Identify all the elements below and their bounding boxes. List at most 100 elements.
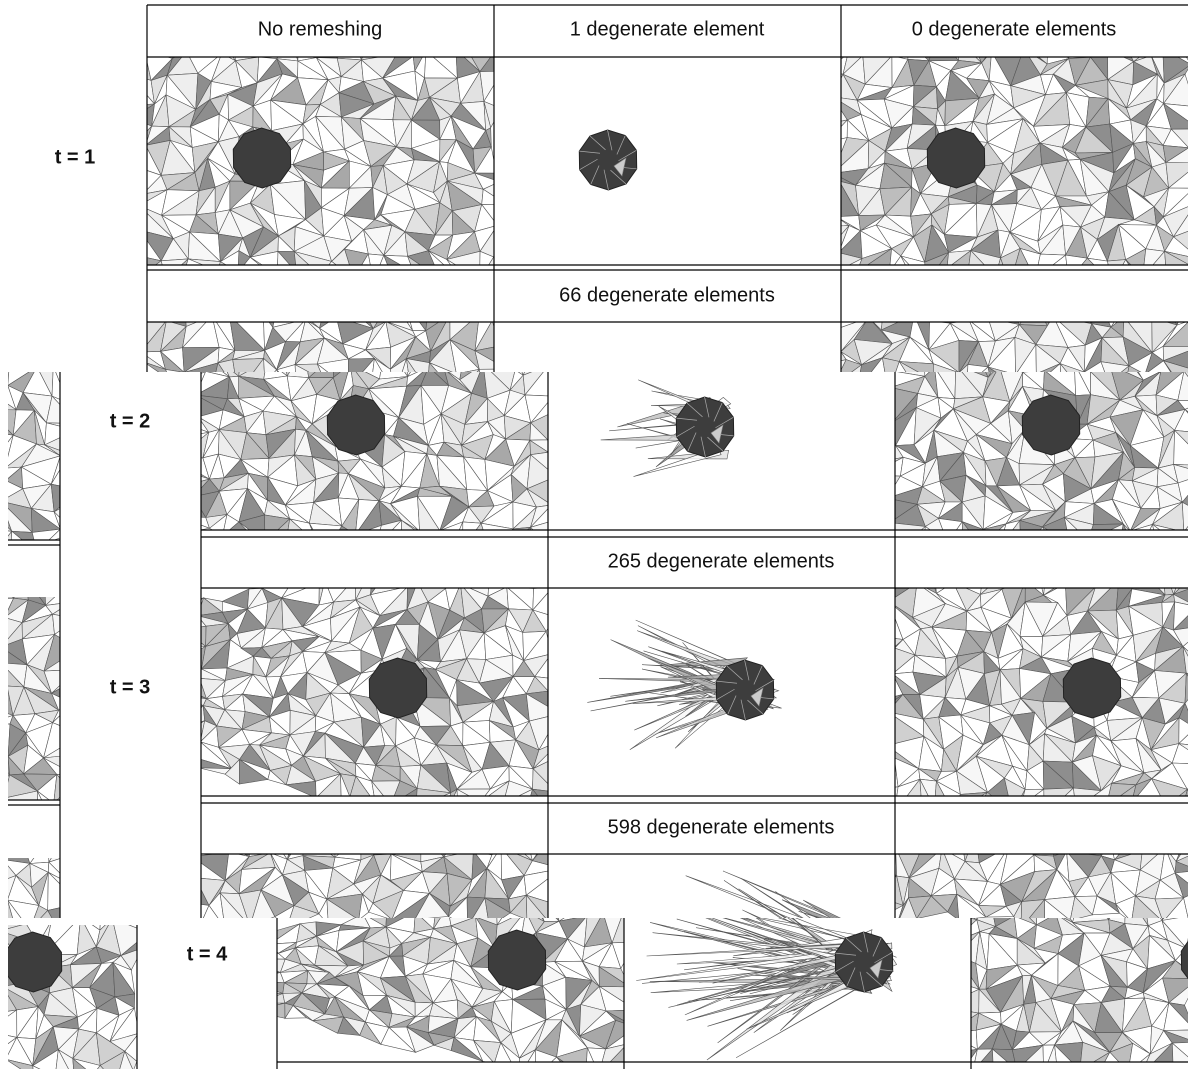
mesh-panel [810,27,1188,286]
mesh-triangle [128,230,140,256]
degenerate-panel [494,57,841,265]
mesh-triangle [969,295,991,320]
mesh-triangle [1107,260,1125,284]
mesh-triangle [0,660,7,686]
mesh-triangle [14,580,29,600]
mesh-triangle [818,300,849,324]
mesh-triangle [988,299,1012,318]
mesh-triangle [53,351,73,367]
mesh-triangle [450,298,478,315]
mesh-triangle [184,295,216,316]
mesh-triangle [128,318,141,352]
mesh-triangle [35,350,53,367]
mesh-triangle [930,300,951,323]
mesh-triangle [0,460,6,481]
mesh-triangle [486,27,507,52]
obstacle [1022,395,1079,455]
mesh-triangle [1151,44,1163,56]
mesh-triangle [130,344,144,362]
mesh-triangle [1019,305,1047,326]
mesh-triangle [969,299,991,320]
mesh-triangle [229,300,263,315]
mesh-triangle [532,353,549,365]
mesh-triangle [30,838,49,864]
mesh-triangle [817,331,841,352]
mesh-triangle [927,298,946,321]
obstacle [233,128,290,188]
mesh-triangle [456,32,471,56]
mesh-triangle [125,206,139,241]
mesh-triangle [810,39,848,53]
mesh-triangle [14,580,27,598]
mesh-triangle [161,295,185,321]
mesh-triangle [117,344,144,364]
mesh-triangle [433,30,462,50]
mesh-triangle [0,660,7,690]
mesh-triangle [121,256,143,285]
mesh-triangle [888,42,908,56]
column-header: 1 degenerate element [570,18,765,40]
mesh-triangle [2,350,35,369]
mesh-triangle [3,841,30,863]
mesh-triangle [408,30,434,51]
mesh-triangle [817,324,832,349]
degenerate-panel [548,588,895,796]
mesh-triangle [814,349,841,367]
mesh-triangle [187,37,222,54]
mesh-triangle [0,834,7,860]
mesh-triangle [140,295,167,320]
mesh-triangle [450,298,480,315]
degenerate-panel [548,372,895,530]
mesh-triangle [212,298,240,316]
mesh-triangle [145,27,173,59]
mesh-triangle [117,292,144,328]
caption: 66 degenerate elements [559,284,775,306]
mesh-triangle [325,304,345,317]
mesh-triangle [132,104,154,126]
mesh-triangle [429,298,458,315]
mesh-triangle [133,256,142,275]
mesh-triangle [140,292,161,319]
mesh-triangle [478,298,494,314]
mesh-triangle [0,884,8,901]
mesh-triangle [397,43,414,57]
mesh-triangle [1082,297,1098,324]
mesh-triangle [126,50,144,71]
mesh-triangle [128,241,140,257]
mesh-triangle [512,346,524,375]
obstacle [676,397,733,457]
mesh-triangle [848,34,863,56]
obstacle [488,930,545,990]
mesh-triangle [117,161,147,197]
mesh-triangle [1069,43,1091,59]
mesh-triangle [0,860,3,884]
mesh-triangle [1124,295,1156,318]
caption: 265 degenerate elements [608,550,835,572]
caption: 598 degenerate elements [608,816,835,838]
mesh-triangle [4,798,38,824]
mesh-triangle [212,300,240,316]
mesh-triangle [0,618,5,647]
mesh-triangle [117,197,139,213]
mesh-triangle [0,354,9,370]
mesh-panel [864,341,1188,556]
panel-bg [494,57,841,265]
time-label: t = 4 [187,943,228,965]
mesh-triangle [911,294,927,314]
mesh-triangle [1177,297,1188,325]
mesh-triangle [0,795,4,814]
mesh-triangle [196,37,222,54]
mesh-triangle [1156,295,1177,325]
mesh-triangle [408,37,426,56]
mesh-triangle [117,194,143,205]
obstacle [579,130,636,190]
mesh-triangle [172,37,195,59]
mesh-triangle [280,295,306,319]
mesh-triangle [1176,297,1188,325]
obstacle [1063,658,1120,718]
figure: No remeshing1 degenerate element0 degene… [0,0,1188,1069]
mesh-triangle [263,295,280,314]
mesh-triangle [462,32,485,56]
mesh-triangle [1035,254,1066,279]
mesh-panel [864,559,1188,816]
